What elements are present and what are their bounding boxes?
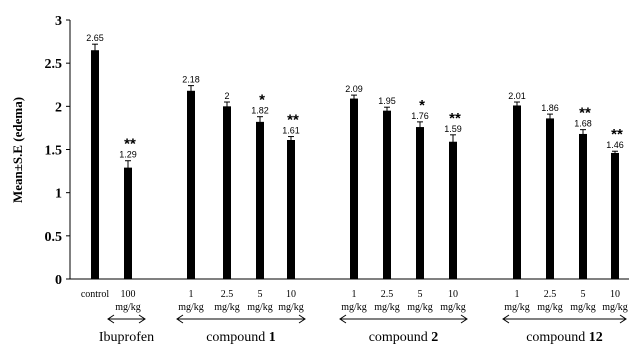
data-label: 1.59: [444, 124, 462, 134]
significance-marker: **: [611, 126, 623, 143]
bar: [350, 98, 358, 280]
axes: [69, 20, 629, 280]
bar: [513, 105, 521, 279]
bracket-arrow-right: [138, 314, 146, 324]
x-tick-label: 5: [581, 289, 586, 300]
bar: [91, 50, 99, 279]
bar: [124, 167, 132, 279]
x-tick-label: 1: [515, 289, 520, 300]
group-label: compound 12: [526, 330, 603, 345]
group-number: 12: [589, 330, 603, 345]
x-tick-label-unit: mg/kg: [247, 302, 273, 313]
bar: [287, 140, 295, 279]
x-tick-label-unit: mg/kg: [115, 302, 141, 313]
y-tick-label: 1.5: [45, 144, 63, 159]
x-tick-label: 1: [189, 289, 194, 300]
x-tick-label-unit: mg/kg: [374, 302, 400, 313]
group-label: compound 1: [206, 330, 276, 345]
bracket-arrow-right: [298, 314, 306, 324]
data-label: 2.09: [345, 84, 363, 94]
x-tick-label: 2.5: [381, 289, 394, 300]
group-name: compound: [526, 330, 589, 345]
bar: [383, 110, 391, 280]
x-tick-label: 2.5: [544, 289, 557, 300]
data-label: 2.18: [182, 75, 200, 85]
x-axis-labels: control 100 mg/kg 1 mg/kg 2.5 mg/kg 5 mg/kg 10 mg/…: [81, 289, 628, 313]
bracket-arrow-left: [502, 314, 510, 324]
data-label: 2: [224, 91, 229, 101]
y-tick-label: 2.5: [45, 57, 63, 72]
y-tick-label: 1: [55, 187, 62, 202]
bar: [223, 106, 231, 279]
x-tick-label-unit: mg/kg: [278, 302, 304, 313]
bars: 2.651.29**2.1821.82*1.61**2.091.951.76*1…: [86, 33, 624, 280]
group-number: 2: [431, 330, 438, 345]
significance-marker: **: [579, 105, 591, 122]
group-number: 1: [269, 330, 276, 345]
bracket-arrow-right: [460, 314, 468, 324]
y-tick-label: 3: [55, 14, 62, 29]
bar: [611, 152, 619, 279]
x-tick-label: 10: [610, 289, 620, 300]
data-label: 1.61: [282, 126, 300, 136]
group-name: compound: [206, 330, 269, 345]
data-label: 1.29: [119, 150, 137, 160]
x-tick-label: control: [81, 289, 110, 300]
x-tick-label: 2.5: [221, 289, 234, 300]
group-name: compound: [369, 330, 432, 345]
x-tick-label-unit: mg/kg: [440, 302, 466, 313]
bracket-arrow-left: [339, 314, 347, 324]
data-label: 2.65: [86, 33, 104, 43]
x-tick-label-unit: mg/kg: [570, 302, 596, 313]
significance-marker: **: [449, 110, 461, 127]
data-label: 1.46: [606, 140, 624, 150]
data-label: 1.68: [574, 119, 592, 129]
significance-marker: *: [259, 92, 265, 109]
group-label: Ibuprofen: [99, 330, 154, 345]
x-tick-label-unit: mg/kg: [178, 302, 204, 313]
bar: [546, 118, 554, 279]
y-tick-label: 0.5: [45, 230, 63, 245]
bracket-arrow-left: [176, 314, 184, 324]
data-label: 1.95: [378, 96, 396, 106]
bracket-arrow-right: [619, 314, 627, 324]
x-tick-label-unit: mg/kg: [602, 302, 628, 313]
x-tick-label-unit: mg/kg: [537, 302, 563, 313]
bar: [449, 141, 457, 279]
x-tick-label: 1: [352, 289, 357, 300]
significance-marker: **: [287, 112, 299, 129]
y-axis-ticks: 0 0.5 1 1.5 2 2.5 3: [45, 14, 70, 288]
y-tick-label: 0: [55, 273, 62, 288]
bar: [579, 133, 587, 279]
x-tick-label-unit: mg/kg: [407, 302, 433, 313]
bar: [256, 121, 264, 279]
y-axis-title: Mean±S.E (edema): [10, 97, 25, 203]
x-tick-label: 100: [121, 289, 136, 300]
x-tick-label-unit: mg/kg: [341, 302, 367, 313]
bar: [416, 127, 424, 279]
data-label: 1.86: [541, 103, 559, 113]
bracket-arrow-left: [107, 314, 115, 324]
group-label: compound 2: [369, 330, 439, 345]
x-tick-label-unit: mg/kg: [504, 302, 530, 313]
group-brackets: Ibuprofen compound 1 compound 2 compound 12: [99, 314, 627, 345]
x-tick-label: 10: [286, 289, 296, 300]
x-tick-label-unit: mg/kg: [214, 302, 240, 313]
significance-marker: **: [124, 136, 136, 153]
x-tick-label: 5: [418, 289, 423, 300]
data-label: 2.01: [508, 91, 526, 101]
significance-marker: *: [419, 97, 425, 114]
y-tick-label: 2: [55, 100, 62, 115]
x-tick-label: 5: [258, 289, 263, 300]
bar: [187, 90, 195, 279]
data-label: 1.82: [251, 106, 269, 116]
x-tick-label: 10: [448, 289, 458, 300]
group-name: Ibuprofen: [99, 330, 154, 345]
data-label: 1.76: [411, 111, 429, 121]
